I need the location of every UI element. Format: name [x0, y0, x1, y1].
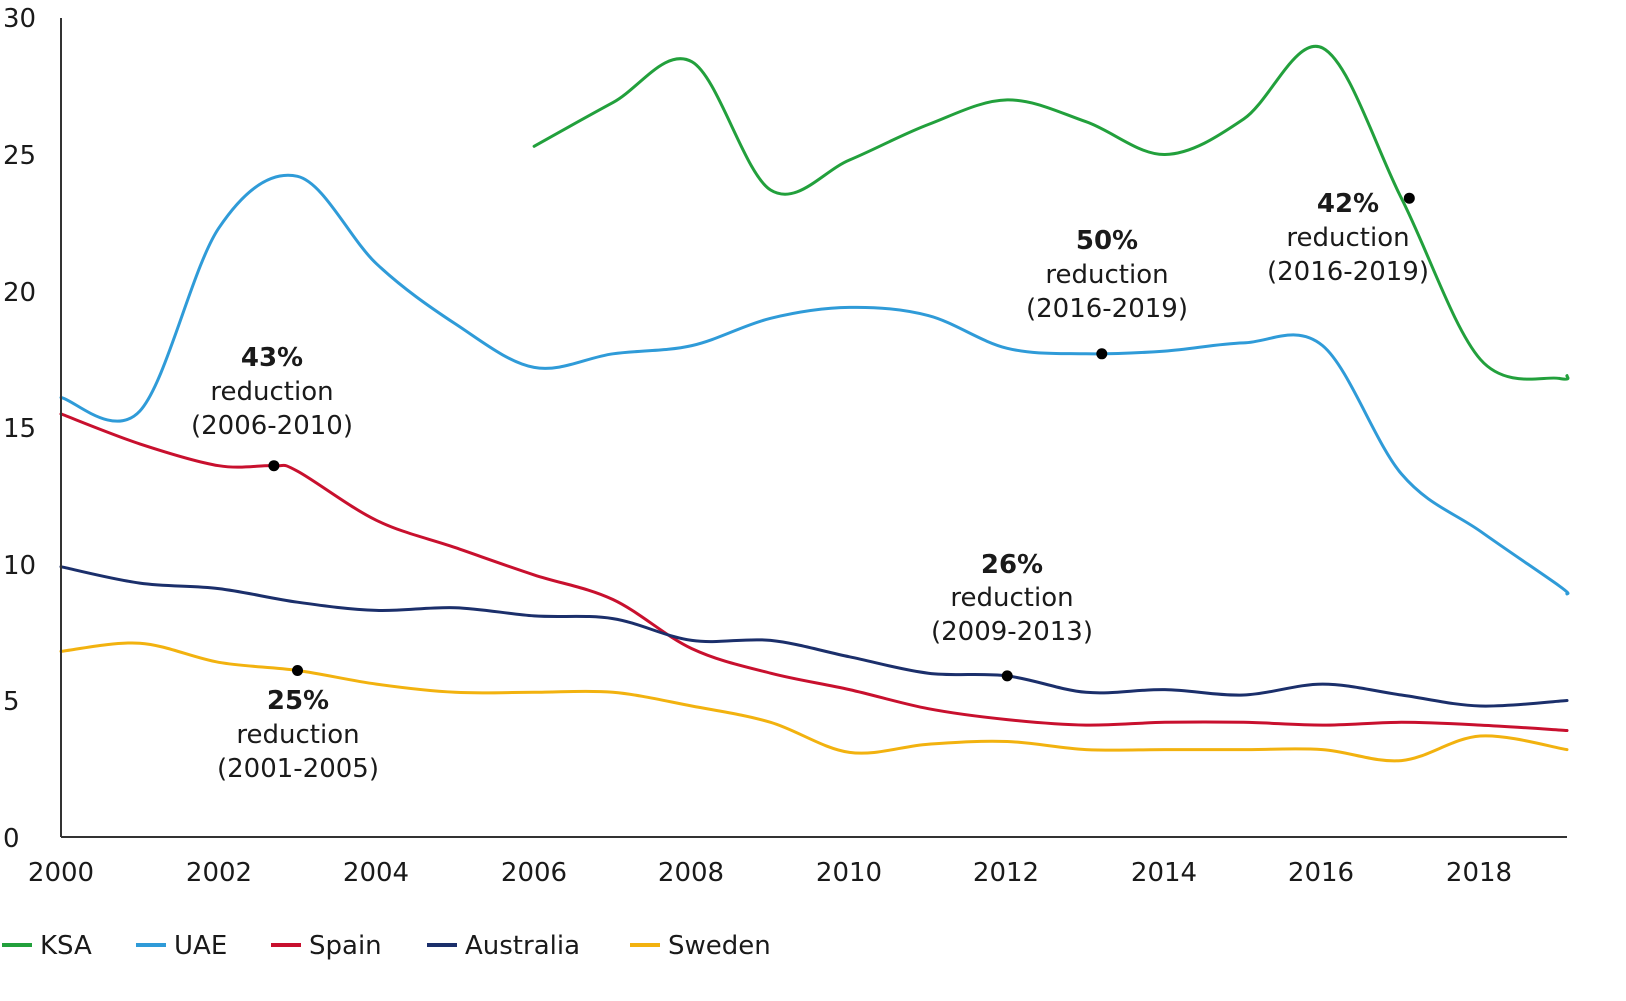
legend-label-spain: Spain: [309, 931, 382, 961]
x-tick-label: 2004: [343, 858, 409, 888]
y-tick-label: 20: [3, 278, 36, 308]
x-tick-label: 2002: [186, 858, 252, 888]
series-lines: [59, 44, 1570, 763]
x-tick-label: 2006: [501, 858, 567, 888]
annotation-marker-50: [1096, 348, 1108, 360]
annotation-marker-42: [1403, 192, 1415, 204]
x-tick-label: 2014: [1131, 858, 1197, 888]
annotation-period: (2016-2019): [1026, 294, 1188, 324]
annotation-percent: 26%: [981, 550, 1043, 580]
annotation-label: reduction: [950, 583, 1073, 613]
legend-item-ksa[interactable]: KSA: [2, 931, 92, 961]
x-tick-labels: 2000 2002 2004 2006 2008 2010 2012 2014 …: [28, 858, 1512, 888]
y-tick-label: 15: [3, 414, 36, 444]
annotation-markers: [268, 192, 1415, 682]
annotation-label: reduction: [236, 720, 359, 750]
annotation-label: reduction: [210, 377, 333, 407]
annotation-50: 50% reduction (2016-2019): [1026, 226, 1188, 324]
annotation-percent: 25%: [267, 686, 329, 716]
annotation-label: reduction: [1286, 223, 1409, 253]
legend-item-uae[interactable]: UAE: [136, 931, 227, 961]
y-tick-label: 25: [3, 141, 36, 171]
annotation-26: 26% reduction (2009-2013): [931, 550, 1093, 647]
series-line-australia[interactable]: [59, 565, 1569, 708]
annotation-period: (2001-2005): [217, 754, 379, 784]
annotation-marker-26: [1001, 670, 1013, 682]
annotation-label: reduction: [1045, 260, 1168, 290]
annotation-25: 25% reduction (2001-2005): [217, 686, 379, 784]
x-tick-label: 2016: [1288, 858, 1354, 888]
legend-label-sweden: Sweden: [668, 931, 771, 961]
x-tick-label: 2012: [973, 858, 1039, 888]
annotation-period: (2006-2010): [191, 411, 353, 441]
x-tick-label: 2000: [28, 858, 94, 888]
y-tick-label: 30: [3, 4, 36, 34]
annotation-marker-43: [268, 460, 280, 472]
annotation-period: (2009-2013): [931, 617, 1093, 647]
legend-item-spain[interactable]: Spain: [271, 931, 382, 961]
legend-item-australia[interactable]: Australia: [427, 931, 580, 961]
y-tick-label: 0: [3, 824, 20, 854]
y-tick-label: 10: [3, 551, 36, 581]
legend: KSA UAE Spain Australia Sweden: [2, 931, 771, 961]
legend-item-sweden[interactable]: Sweden: [630, 931, 771, 961]
series-line-sweden[interactable]: [59, 641, 1569, 763]
series-line-ksa[interactable]: [532, 44, 1570, 381]
y-tick-label: 5: [3, 687, 20, 717]
annotation-period: (2016-2019): [1267, 257, 1429, 287]
x-tick-label: 2010: [816, 858, 882, 888]
legend-label-uae: UAE: [174, 931, 227, 961]
annotation-43: 43% reduction (2006-2010): [191, 343, 353, 441]
annotation-percent: 43%: [241, 343, 303, 373]
x-tick-label: 2008: [658, 858, 724, 888]
annotation-percent: 42%: [1317, 189, 1379, 219]
annotation-marker-25: [292, 665, 303, 676]
legend-label-australia: Australia: [465, 931, 580, 961]
annotation-percent: 50%: [1076, 226, 1138, 256]
series-line-uae[interactable]: [59, 173, 1570, 596]
x-tick-label: 2018: [1446, 858, 1512, 888]
legend-label-ksa: KSA: [40, 931, 92, 961]
series-line-spain[interactable]: [59, 412, 1569, 732]
annotation-42: 42% reduction (2016-2019): [1267, 189, 1429, 287]
y-tick-labels: 0 5 10 15 20 25 30: [3, 4, 36, 854]
